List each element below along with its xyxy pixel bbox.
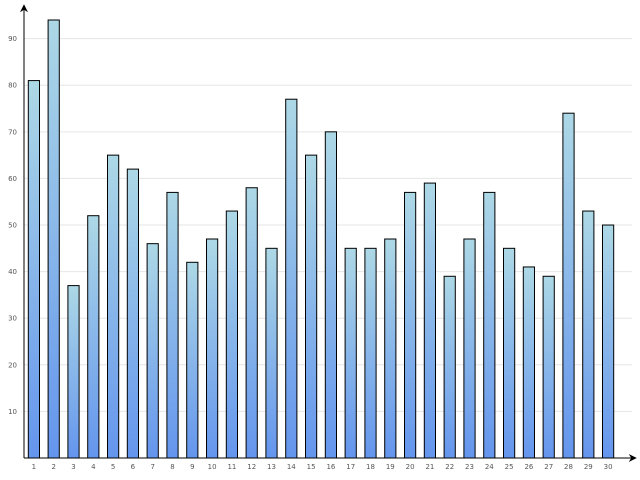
x-tick-label: 30: [604, 463, 613, 471]
x-tick-label: 25: [505, 463, 514, 471]
x-tick-label: 10: [208, 463, 217, 471]
x-tick-label: 17: [346, 463, 355, 471]
x-tick-label: 3: [71, 463, 75, 471]
bar: [542, 275, 555, 459]
x-tick-label: 21: [425, 463, 434, 471]
y-tick-label: 10: [8, 408, 17, 416]
x-tick-label: 23: [465, 463, 474, 471]
x-tick-labels: 1 2 3 4 5 6 7 8 9 10 11 12 13 14 15 16 17 18 19 20 21 22 23 24 2…: [32, 463, 613, 471]
x-tick-label: 2: [51, 463, 55, 471]
bars: [27, 19, 615, 459]
bar: [562, 112, 575, 459]
bar: [186, 261, 199, 459]
x-tick-label: 27: [544, 463, 553, 471]
x-tick-label: 19: [386, 463, 395, 471]
bar: [87, 215, 100, 459]
bar: [166, 191, 179, 459]
x-tick-label: 28: [564, 463, 573, 471]
bar: [67, 285, 80, 459]
x-tick-label: 12: [247, 463, 256, 471]
bar: [324, 131, 337, 459]
bar: [265, 247, 278, 459]
x-tick-label: 4: [91, 463, 96, 471]
bar: [384, 238, 397, 459]
x-tick-label: 20: [406, 463, 415, 471]
y-tick-label: 90: [8, 35, 17, 43]
y-tick-label: 80: [8, 82, 17, 90]
y-tick-label: 30: [8, 315, 17, 323]
x-tick-label: 16: [326, 463, 335, 471]
bar: [503, 247, 516, 459]
bar: [107, 154, 120, 459]
bar: [443, 275, 456, 459]
x-tick-label: 29: [584, 463, 593, 471]
x-tick-label: 26: [524, 463, 533, 471]
bar: [344, 247, 357, 459]
x-tick-label: 13: [267, 463, 276, 471]
bar: [27, 80, 40, 459]
bar: [463, 238, 476, 459]
x-tick-label: 11: [227, 463, 236, 471]
axes: [20, 4, 637, 462]
x-tick-label: 7: [150, 463, 154, 471]
x-tick-label: 18: [366, 463, 375, 471]
y-tick-label: 70: [8, 128, 17, 136]
y-tick-label: 40: [8, 268, 17, 276]
y-tick-labels: 10 20 30 40 50 60 70 80 90: [8, 35, 17, 416]
x-tick-label: 8: [170, 463, 174, 471]
bar: [126, 168, 140, 459]
bar: [285, 98, 298, 459]
bar: [404, 191, 417, 459]
x-tick-label: 5: [111, 463, 115, 471]
bar: [423, 182, 436, 459]
bar: [206, 238, 219, 459]
y-tick-label: 50: [8, 222, 17, 230]
bar: [522, 266, 535, 459]
x-tick-label: 14: [287, 463, 296, 471]
bar: [364, 247, 377, 459]
x-tick-label: 15: [307, 463, 316, 471]
y-tick-label: 20: [8, 361, 17, 369]
bar: [305, 154, 318, 459]
x-tick-label: 24: [485, 463, 494, 471]
bar: [225, 210, 239, 459]
bar: [146, 243, 159, 459]
x-tick-label: 1: [32, 463, 36, 471]
x-tick-label: 6: [131, 463, 136, 471]
bar: [582, 210, 595, 459]
x-tick-label: 22: [445, 463, 454, 471]
bar: [483, 191, 496, 459]
bar: [47, 19, 60, 459]
bar: [245, 187, 258, 459]
bar: [602, 224, 615, 459]
x-tick-label: 9: [190, 463, 194, 471]
y-tick-label: 60: [8, 175, 17, 183]
